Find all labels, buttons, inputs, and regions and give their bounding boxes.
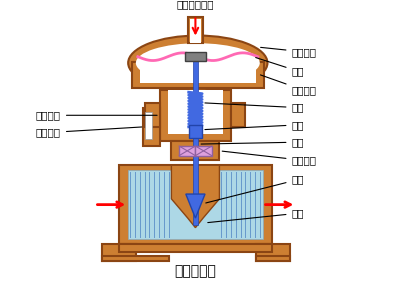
Text: 阀座: 阀座 <box>208 208 304 223</box>
FancyBboxPatch shape <box>143 108 160 146</box>
Text: 行程指针: 行程指针 <box>36 110 157 120</box>
FancyBboxPatch shape <box>179 146 195 156</box>
FancyBboxPatch shape <box>160 90 231 141</box>
FancyBboxPatch shape <box>168 90 223 134</box>
Text: 压力信号入口: 压力信号入口 <box>177 0 214 10</box>
Text: 推杆: 推杆 <box>205 120 304 130</box>
Bar <box>192 57 198 225</box>
FancyBboxPatch shape <box>145 113 152 139</box>
Polygon shape <box>171 165 219 228</box>
Text: 阀杆: 阀杆 <box>201 137 304 147</box>
Text: 气动薄膜阀: 气动薄膜阀 <box>175 264 216 278</box>
Polygon shape <box>186 194 205 218</box>
FancyBboxPatch shape <box>132 62 263 88</box>
FancyBboxPatch shape <box>171 141 219 161</box>
Ellipse shape <box>128 35 268 90</box>
FancyBboxPatch shape <box>195 146 212 156</box>
FancyBboxPatch shape <box>118 244 272 252</box>
FancyBboxPatch shape <box>256 244 290 261</box>
Text: 弹簧: 弹簧 <box>205 103 304 113</box>
Text: 膜室上腔: 膜室上腔 <box>261 47 316 57</box>
FancyBboxPatch shape <box>188 17 203 43</box>
FancyBboxPatch shape <box>189 19 201 43</box>
FancyBboxPatch shape <box>189 125 202 138</box>
Text: 阀芯: 阀芯 <box>206 175 304 203</box>
Ellipse shape <box>136 43 260 83</box>
FancyBboxPatch shape <box>128 170 263 239</box>
FancyBboxPatch shape <box>140 62 256 83</box>
Text: 膜室下腔: 膜室下腔 <box>261 75 316 95</box>
Text: 行程刻度: 行程刻度 <box>36 127 142 138</box>
FancyBboxPatch shape <box>145 103 160 127</box>
FancyBboxPatch shape <box>102 244 136 261</box>
Text: 密封填料: 密封填料 <box>222 151 316 166</box>
FancyBboxPatch shape <box>185 52 206 62</box>
FancyBboxPatch shape <box>231 103 245 127</box>
Text: 膜片: 膜片 <box>256 57 304 76</box>
FancyBboxPatch shape <box>102 256 169 261</box>
FancyBboxPatch shape <box>256 256 290 261</box>
FancyBboxPatch shape <box>118 165 272 244</box>
